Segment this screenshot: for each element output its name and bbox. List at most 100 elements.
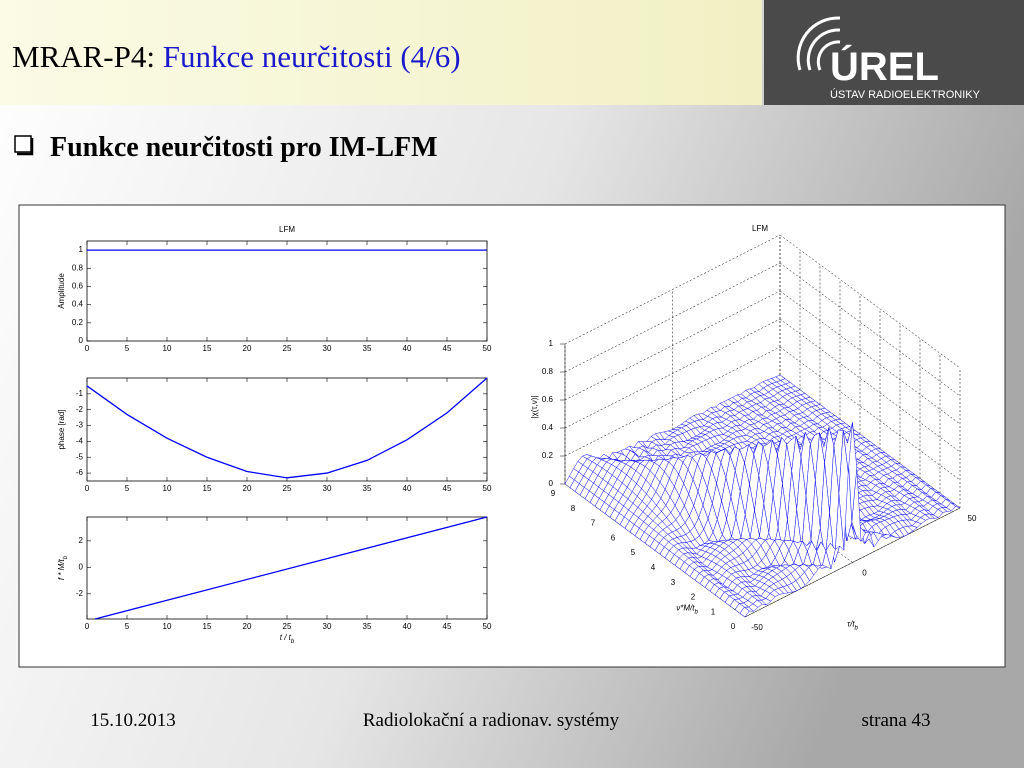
plot-title: LFM — [279, 225, 295, 234]
y-tick-label: -4 — [76, 436, 84, 445]
x-tick-label: 0 — [85, 622, 90, 631]
x-tick-label: 10 — [163, 622, 172, 631]
x-tick-label: 35 — [363, 484, 372, 493]
x-tick-label: 15 — [203, 622, 212, 631]
x-tick-label: 40 — [403, 344, 412, 353]
x-tick-label: 50 — [483, 484, 492, 493]
y-axis-label: phase [rad] — [57, 409, 66, 449]
title-prefix: MRAR-P4: — [12, 39, 155, 74]
x-axis-label-text: t / t — [280, 633, 292, 642]
y-tick-label: 0 — [79, 562, 84, 571]
x-tick-label: 0 — [85, 484, 90, 493]
data-line — [94, 516, 488, 620]
x-tick-label: 5 — [125, 484, 130, 493]
x-axis-label: t / tb — [280, 633, 295, 644]
x-tick-label: 50 — [483, 622, 492, 631]
grid-line — [564, 234, 781, 345]
x-tick-label: 25 — [283, 484, 292, 493]
y-axis-label-text: Amplitude — [57, 273, 66, 309]
y-tick-label: -1 — [76, 389, 84, 398]
x-tick-label: 25 — [283, 622, 292, 631]
x-tick-label: 20 — [243, 344, 252, 353]
grid-line — [779, 290, 961, 425]
axes-box — [86, 240, 488, 342]
z-tick-label: 1 — [549, 339, 554, 348]
v-tick-label: 5 — [631, 548, 636, 557]
data-line — [86, 377, 488, 479]
z-tick-label: 0 — [549, 479, 554, 488]
v-tick-label: 6 — [611, 533, 616, 542]
v-tick-label: 8 — [571, 504, 576, 513]
x-tick-label: 10 — [163, 484, 172, 493]
surface-mesh — [564, 374, 961, 618]
surface-cell — [739, 606, 750, 618]
x-tick-label: 15 — [203, 484, 212, 493]
y-tick-label: -2 — [76, 405, 84, 414]
bullet-text: Funkce neurčitosti pro IM-LFM — [50, 132, 438, 163]
tau-axis-label-sub: b — [855, 625, 859, 631]
logo-band — [764, 0, 1024, 105]
grid-line — [779, 262, 961, 397]
footer-page: strana 43 — [861, 710, 930, 731]
y-tick-label: 0.6 — [72, 282, 84, 291]
y-axis-label-text: phase [rad] — [57, 409, 66, 449]
z-tick-label: 0.2 — [542, 451, 554, 460]
plot-title: LFM — [752, 224, 768, 233]
v-tick-label: 3 — [671, 578, 676, 587]
x-tick-label: 15 — [203, 344, 212, 353]
y-tick-label: -3 — [76, 421, 84, 430]
logo-arc — [796, 16, 841, 71]
x-tick-label: 40 — [403, 622, 412, 631]
y-tick-label: 0.8 — [72, 263, 84, 272]
logo-subtitle: ÚSTAV RADIOELEKTRONIKY — [830, 88, 981, 101]
x-tick-label: 45 — [443, 484, 452, 493]
tau-tick-label: 0 — [862, 569, 867, 578]
x-tick-label: 45 — [443, 344, 452, 353]
x-tick-label: 45 — [443, 622, 452, 631]
z-tick-label: 0.4 — [542, 423, 554, 432]
y-tick-label: -6 — [76, 468, 84, 477]
v-tick-label: 7 — [591, 519, 596, 528]
y-axis-label: Amplitude — [57, 273, 66, 309]
grid-line — [779, 318, 961, 453]
logo-arc — [806, 28, 841, 71]
y-axis-label-text: f * M/t — [57, 558, 66, 580]
title-text: Funkce neurčitosti (4/6) — [163, 39, 461, 74]
z-tick-label: 0.8 — [542, 367, 554, 376]
v-tick-label: 2 — [691, 593, 696, 602]
tau-axis-label-text: τ/t — [847, 620, 855, 629]
footer-course: Radiolokační a radionav. systémy — [363, 710, 620, 731]
v-tick-label: 9 — [551, 489, 556, 498]
v-tick-label: 4 — [651, 563, 656, 572]
x-tick-label: 20 — [243, 622, 252, 631]
x-tick-label: 35 — [363, 622, 372, 631]
header-band — [0, 0, 762, 105]
x-tick-label: 50 — [483, 344, 492, 353]
x-tick-label: 25 — [283, 344, 292, 353]
y-tick-label: 0.2 — [72, 318, 84, 327]
x-axis-label-sub: b — [291, 639, 295, 645]
footer-date: 15.10.2013 — [90, 710, 176, 731]
y-axis-label-sub: b — [63, 555, 69, 559]
y-tick-label: -2 — [76, 589, 84, 598]
y-tick-label: 1 — [79, 245, 84, 254]
logo-arcs — [796, 16, 841, 71]
x-tick-label: 5 — [125, 344, 130, 353]
grid-line — [779, 234, 961, 369]
y-tick-label: 0 — [79, 336, 84, 345]
y-tick-label: 2 — [79, 536, 84, 545]
y-tick-label: 0.4 — [72, 300, 84, 309]
y-axis-label: f * M/tb — [57, 555, 68, 580]
x-tick-label: 30 — [323, 484, 332, 493]
tau-tick-label: 50 — [968, 514, 977, 523]
v-axis-label: ν*M/tb — [676, 604, 698, 615]
grid-line — [779, 346, 961, 481]
logo-name: ÚREL — [830, 43, 939, 89]
bullet-shadow — [17, 138, 34, 156]
x-tick-label: 20 — [243, 484, 252, 493]
z-tick-label: 0.6 — [542, 395, 554, 404]
tau-tick-label: -50 — [751, 623, 763, 632]
